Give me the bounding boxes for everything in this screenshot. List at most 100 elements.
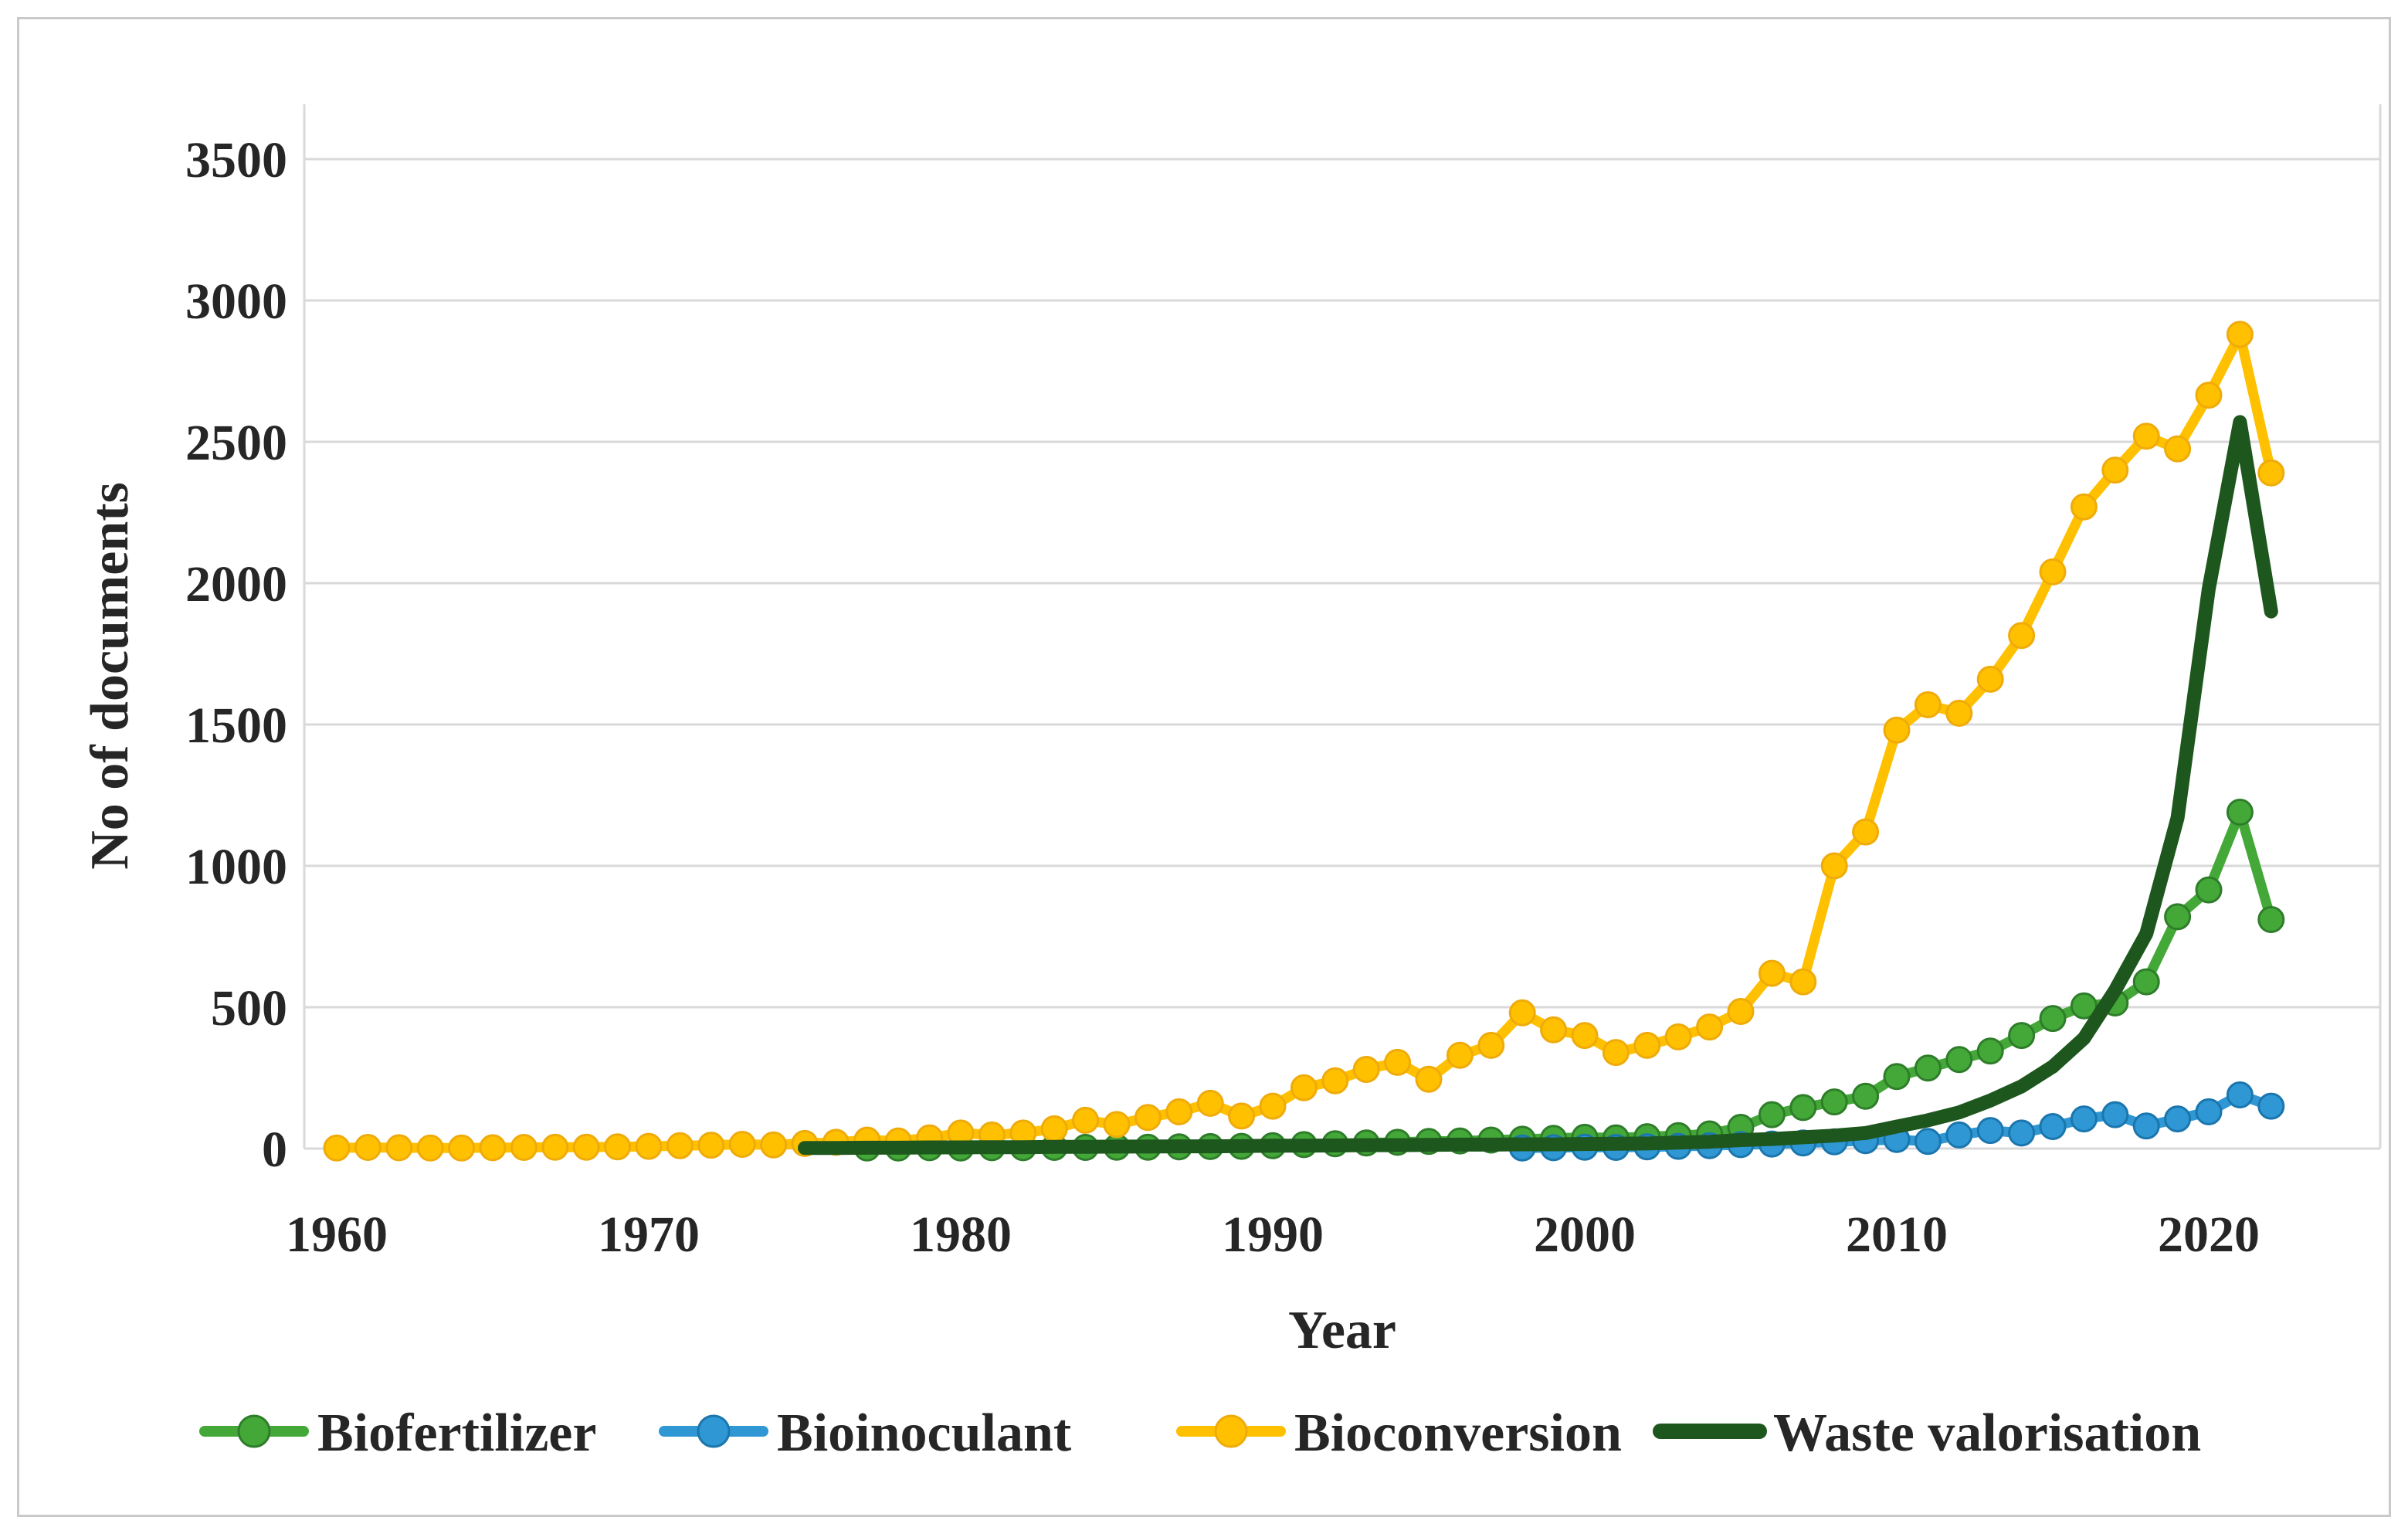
y-tick-3500: 3500 <box>185 132 287 188</box>
data-point-bioconversion-2015 <box>2039 558 2067 585</box>
series-markers-bioconversion <box>323 321 2285 1162</box>
y-tick-3000: 3000 <box>185 273 287 330</box>
data-point-biofertilizer-2016 <box>2070 992 2098 1020</box>
x-axis-tick-labels: 1960 1970 1980 1990 2000 2010 2020 <box>286 1206 2260 1263</box>
data-point-bioconversion-1963 <box>416 1134 444 1162</box>
y-axis-tick-labels: 0 500 1000 1500 2000 2500 3000 3500 <box>185 132 287 1178</box>
x-tick-2020: 2020 <box>2158 1206 2260 1263</box>
legend: Biofertilizer Bioinoculant Bioconversion Wa… <box>199 1403 2201 1463</box>
data-point-bioconversion-2005 <box>1727 998 1755 1025</box>
data-point-bioconversion-2016 <box>2070 493 2098 521</box>
data-point-bioconversion-2004 <box>1696 1013 1724 1041</box>
series-line-bioconversion <box>331 329 2277 1153</box>
data-point-bioconversion-1962 <box>385 1134 413 1162</box>
data-point-bioinoculant-2011 <box>1914 1128 1942 1156</box>
legend-marker-bioinoculant <box>697 1414 731 1448</box>
legend-item-waste-valorisation: Waste valorisation <box>1653 1403 2201 1463</box>
data-point-biofertilizer-2021 <box>2226 799 2254 826</box>
data-point-bioinoculant-2021 <box>2226 1081 2254 1108</box>
data-point-bioinoculant-2022 <box>2257 1092 2285 1120</box>
data-point-bioconversion-1970 <box>635 1132 663 1160</box>
data-point-bioconversion-2019 <box>2164 435 2192 463</box>
data-point-bioconversion-2012 <box>1945 699 1973 727</box>
data-point-bioinoculant-2013 <box>1976 1117 2004 1145</box>
data-point-bioconversion-1992 <box>1321 1067 1349 1095</box>
plot-borders <box>303 104 2382 1149</box>
data-point-bioconversion-1983 <box>1040 1115 1068 1142</box>
data-point-bioconversion-1993 <box>1352 1056 1380 1083</box>
legend-item-bioinoculant: Bioinoculant <box>659 1403 1071 1463</box>
data-point-bioconversion-2000 <box>1571 1022 1599 1050</box>
gridlines <box>304 158 2380 1150</box>
data-point-bioconversion-1994 <box>1384 1048 1412 1076</box>
data-point-bioconversion-1998 <box>1508 999 1536 1027</box>
y-tick-1000: 1000 <box>185 839 287 895</box>
data-point-bioinoculant-2019 <box>2164 1105 2192 1133</box>
data-point-bioconversion-2006 <box>1758 959 1786 987</box>
legend-label-bioinoculant: Bioinoculant <box>777 1403 1071 1463</box>
data-point-bioconversion-1997 <box>1477 1031 1505 1059</box>
data-point-bioinoculant-2020 <box>2195 1098 2223 1125</box>
data-point-bioconversion-2007 <box>1789 968 1817 996</box>
y-tick-1500: 1500 <box>185 697 287 754</box>
y-tick-2000: 2000 <box>185 556 287 613</box>
data-point-bioconversion-1961 <box>354 1134 382 1161</box>
series-line-waste-valorisation <box>798 415 2278 1156</box>
legend-label-waste-valorisation: Waste valorisation <box>1773 1403 2201 1463</box>
data-point-biofertilizer-2019 <box>2164 903 2192 931</box>
y-tick-500: 500 <box>211 980 287 1037</box>
data-point-bioconversion-1999 <box>1540 1016 1568 1044</box>
data-point-bioconversion-2014 <box>2008 622 2036 650</box>
data-point-bioconversion-1984 <box>1072 1106 1100 1134</box>
data-point-bioconversion-1960 <box>323 1134 351 1162</box>
legend-marker-bioconversion <box>1214 1414 1248 1448</box>
data-point-biofertilizer-2020 <box>2195 876 2223 904</box>
data-point-bioconversion-2001 <box>1602 1039 1630 1067</box>
data-point-bioconversion-2022 <box>2257 459 2285 487</box>
data-point-bioconversion-1965 <box>479 1134 507 1162</box>
legend-marker-biofertilizer <box>237 1414 271 1448</box>
data-point-biofertilizer-2015 <box>2039 1005 2067 1033</box>
data-point-bioconversion-2009 <box>1852 818 1880 846</box>
series-line-biofertilizer <box>862 807 2277 1153</box>
data-point-biofertilizer-2009 <box>1852 1082 1880 1110</box>
data-point-biofertilizer-2014 <box>2008 1022 2036 1050</box>
legend-label-biofertilizer: Biofertilizer <box>317 1403 596 1463</box>
data-point-bioconversion-2020 <box>2195 382 2223 409</box>
data-point-bioconversion-2003 <box>1664 1023 1692 1050</box>
data-point-bioconversion-1996 <box>1446 1041 1474 1069</box>
data-point-bioconversion-1987 <box>1165 1098 1193 1125</box>
data-point-bioconversion-2018 <box>2132 423 2160 450</box>
data-point-bioconversion-1968 <box>572 1133 600 1161</box>
data-point-bioconversion-1973 <box>728 1131 756 1158</box>
x-tick-1990: 1990 <box>1222 1206 1324 1263</box>
data-point-bioconversion-1964 <box>448 1134 476 1162</box>
data-point-biofertilizer-2011 <box>1914 1054 1942 1082</box>
data-point-bioconversion-2021 <box>2226 321 2254 348</box>
data-point-bioconversion-2008 <box>1820 852 1848 880</box>
data-point-bioconversion-1988 <box>1196 1089 1224 1117</box>
data-point-biofertilizer-2012 <box>1945 1046 1973 1074</box>
x-axis-title: Year <box>1288 1301 1396 1360</box>
data-point-bioconversion-2002 <box>1633 1031 1661 1059</box>
data-point-bioinoculant-2016 <box>2070 1105 2098 1133</box>
data-point-bioconversion-1991 <box>1290 1074 1318 1101</box>
data-point-biofertilizer-2008 <box>1820 1088 1848 1116</box>
data-point-bioconversion-1974 <box>760 1131 788 1159</box>
x-tick-1980: 1980 <box>910 1206 1012 1263</box>
legend-item-biofertilizer: Biofertilizer <box>199 1403 596 1463</box>
x-tick-2010: 2010 <box>1846 1206 1948 1263</box>
legend-item-bioconversion: Bioconversion <box>1176 1403 1622 1463</box>
x-tick-2000: 2000 <box>1534 1206 1636 1263</box>
data-point-bioconversion-1989 <box>1228 1102 1256 1130</box>
data-point-bioinoculant-2018 <box>2132 1112 2160 1140</box>
data-point-bioinoculant-2014 <box>2008 1119 2036 1147</box>
data-point-bioconversion-1990 <box>1259 1092 1287 1120</box>
data-point-biofertilizer-2010 <box>1883 1063 1911 1091</box>
data-point-bioconversion-1986 <box>1134 1104 1162 1132</box>
data-point-bioinoculant-2015 <box>2039 1113 2067 1140</box>
data-point-bioinoculant-2017 <box>2101 1101 2129 1128</box>
data-point-bioconversion-2011 <box>1914 691 1942 718</box>
